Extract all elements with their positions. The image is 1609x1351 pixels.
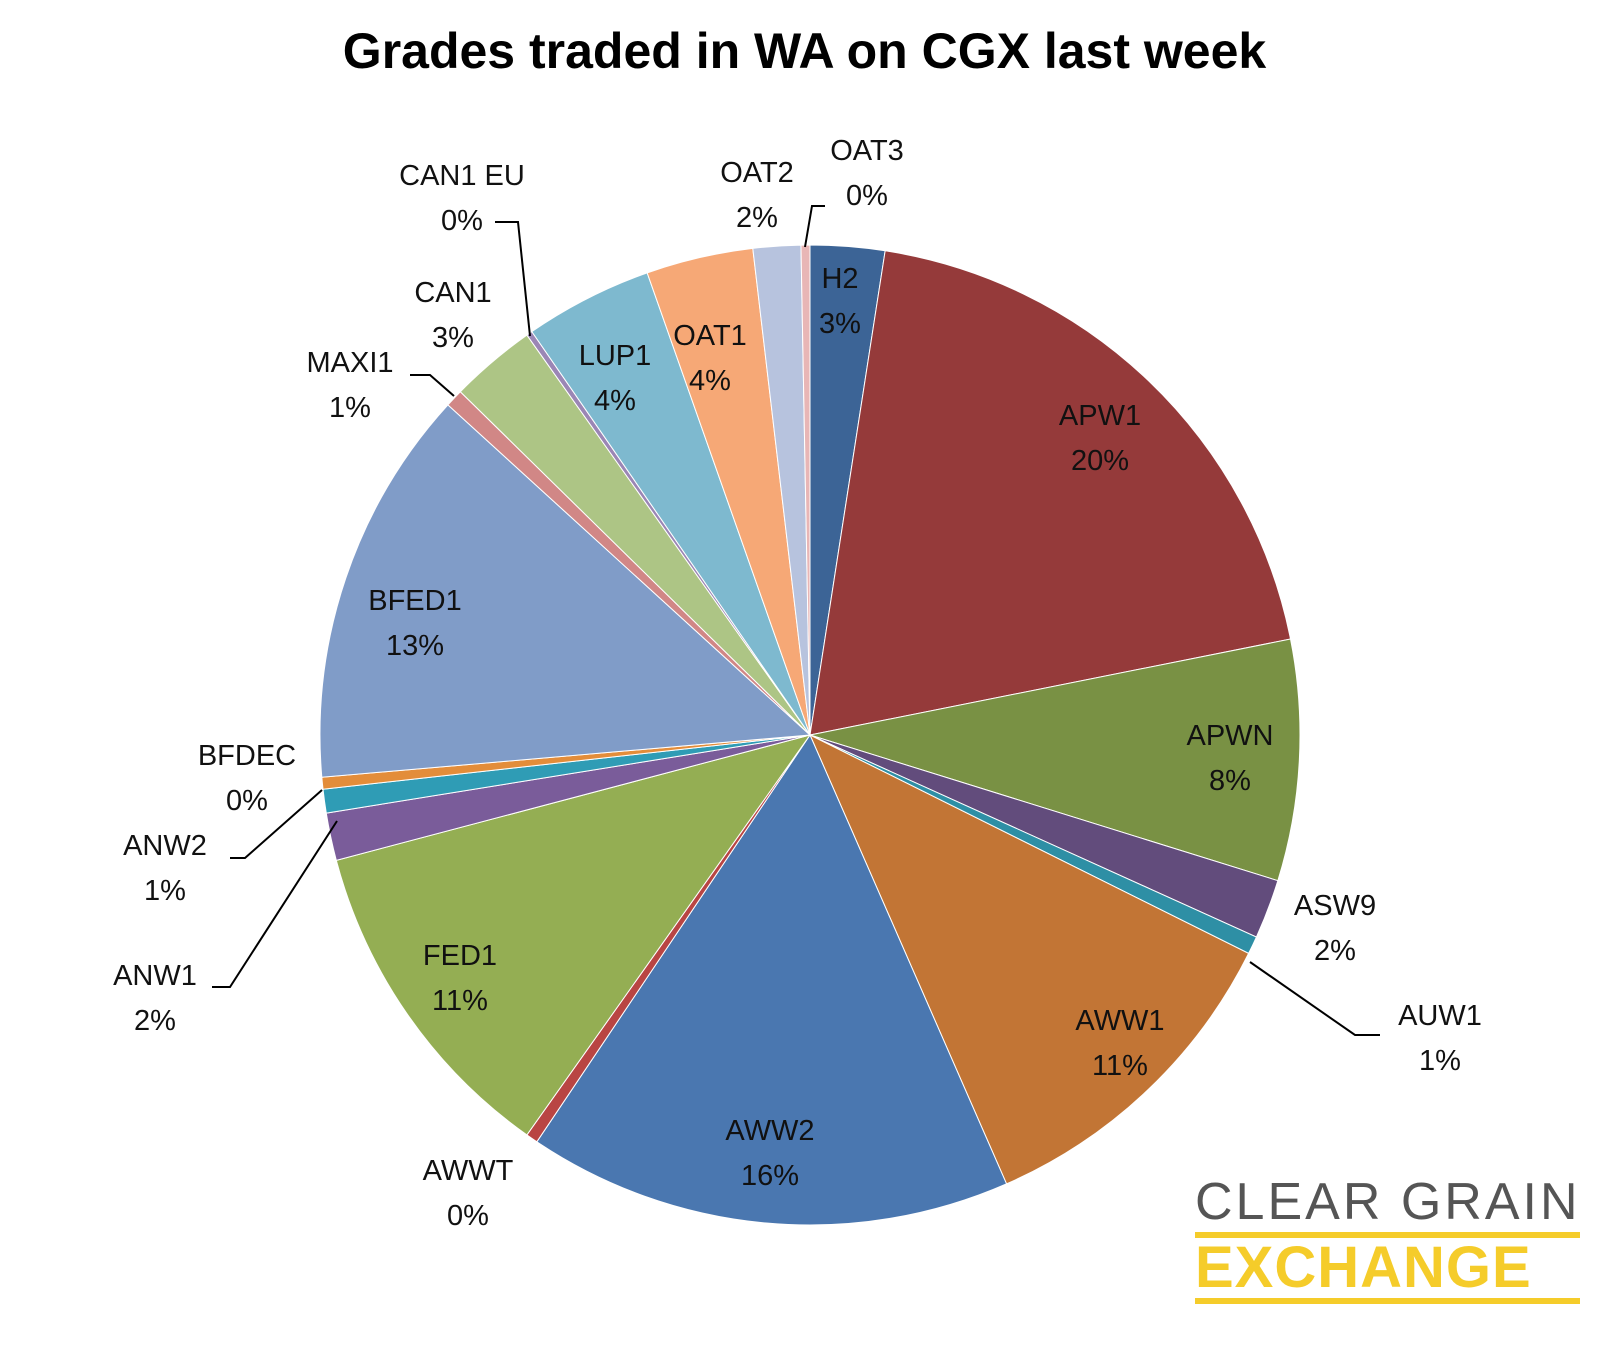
label-name: AWW1 [1075, 1005, 1164, 1037]
label-can1-eu: CAN1 EU 0% [399, 160, 525, 237]
leader-line-can1-eu [495, 221, 531, 337]
label-percent: 8% [1209, 765, 1251, 797]
label-name: H2 [821, 263, 858, 295]
label-name: APWN [1187, 720, 1274, 752]
slice-apw1 [809, 250, 1292, 736]
label-name: FED1 [423, 940, 497, 972]
logo-line1: CLEAR GRAIN [1195, 1173, 1581, 1231]
label-name: AUW1 [1398, 1000, 1482, 1032]
label-bfdec: BFDEC 0% [198, 740, 296, 817]
label-name: OAT3 [830, 135, 904, 167]
label-percent: 4% [594, 385, 636, 417]
label-asw9: ASW9 2% [1294, 890, 1376, 967]
label-name: ASW9 [1294, 890, 1376, 922]
label-fed1: FED1 11% [423, 940, 497, 1017]
slice-fed1 [335, 734, 812, 1136]
label-name: MAXI1 [306, 347, 393, 379]
slice-aww1 [808, 733, 1250, 1185]
label-lup1: LUP1 4% [579, 340, 652, 417]
label-apw1: APW1 20% [1059, 400, 1141, 477]
label-percent: 1% [1419, 1045, 1461, 1077]
label-aww1: AWW1 11% [1075, 1005, 1164, 1082]
leader-lines [212, 205, 1380, 1036]
label-percent: 3% [432, 322, 474, 354]
label-percent: 16% [741, 1160, 799, 1192]
slice-aww2 [536, 733, 1008, 1226]
label-name: APW1 [1059, 400, 1141, 432]
label-oat3: OAT3 0% [830, 135, 904, 212]
label-bfed1: BFED1 13% [368, 585, 461, 662]
label-percent: 0% [846, 180, 888, 212]
label-name: ANW2 [123, 830, 207, 862]
label-name: CAN1 [414, 277, 491, 309]
label-percent: 1% [144, 875, 186, 907]
label-name: LUP1 [579, 340, 652, 372]
label-percent: 20% [1071, 445, 1129, 477]
label-maxi1: MAXI1 1% [306, 347, 393, 424]
label-percent: 2% [736, 202, 778, 234]
label-anw1: ANW1 2% [113, 960, 197, 1037]
label-name: ANW1 [113, 960, 197, 992]
leader-line-anw1 [212, 820, 338, 988]
label-percent: 13% [386, 630, 444, 662]
leader-line-oat3 [804, 205, 825, 248]
slice-apwn [809, 638, 1301, 882]
label-name: AWWT [423, 1155, 514, 1187]
label-percent: 0% [447, 1200, 489, 1232]
label-can1: CAN1 3% [414, 277, 491, 354]
leader-line-auw1 [1249, 961, 1380, 1036]
label-name: AWW2 [725, 1115, 814, 1147]
label-name: CAN1 EU [399, 160, 525, 192]
chart-title: Grades traded in WA on CGX last week [342, 23, 1267, 79]
label-anw2: ANW2 1% [123, 830, 207, 907]
leader-line-anw2 [230, 789, 323, 859]
label-percent: 1% [329, 392, 371, 424]
label-auw1: AUW1 1% [1398, 1000, 1482, 1077]
label-name: OAT1 [673, 320, 747, 352]
label-percent: 3% [819, 308, 861, 340]
leader-line-maxi1 [410, 374, 455, 397]
label-name: OAT2 [720, 157, 794, 189]
label-percent: 0% [226, 785, 268, 817]
slice-labels: H2 3%APW1 20%APWN 8%ASW9 2%AUW1 1%AWW1 11%AWW2… [113, 135, 1482, 1232]
label-apwn: APWN 8% [1187, 720, 1274, 797]
logo-line2: EXCHANGE [1195, 1232, 1580, 1304]
label-h2: H2 3% [819, 263, 861, 340]
label-percent: 2% [1314, 935, 1356, 967]
label-aww2: AWW2 16% [725, 1115, 814, 1192]
label-awwt: AWWT 0% [423, 1155, 514, 1232]
label-percent: 2% [134, 1005, 176, 1037]
label-percent: 4% [689, 365, 731, 397]
clear-grain-exchange-logo: CLEAR GRAIN EXCHANGE [1195, 1176, 1580, 1304]
label-oat1: OAT1 4% [673, 320, 747, 397]
pie-slices [319, 244, 1301, 1226]
label-percent: 11% [432, 985, 488, 1017]
slice-bfed1 [319, 404, 812, 778]
label-name: BFED1 [368, 585, 461, 617]
label-percent: 0% [441, 205, 483, 237]
label-percent: 11% [1092, 1050, 1148, 1082]
label-oat2: OAT2 2% [720, 157, 794, 234]
label-name: BFDEC [198, 740, 296, 772]
